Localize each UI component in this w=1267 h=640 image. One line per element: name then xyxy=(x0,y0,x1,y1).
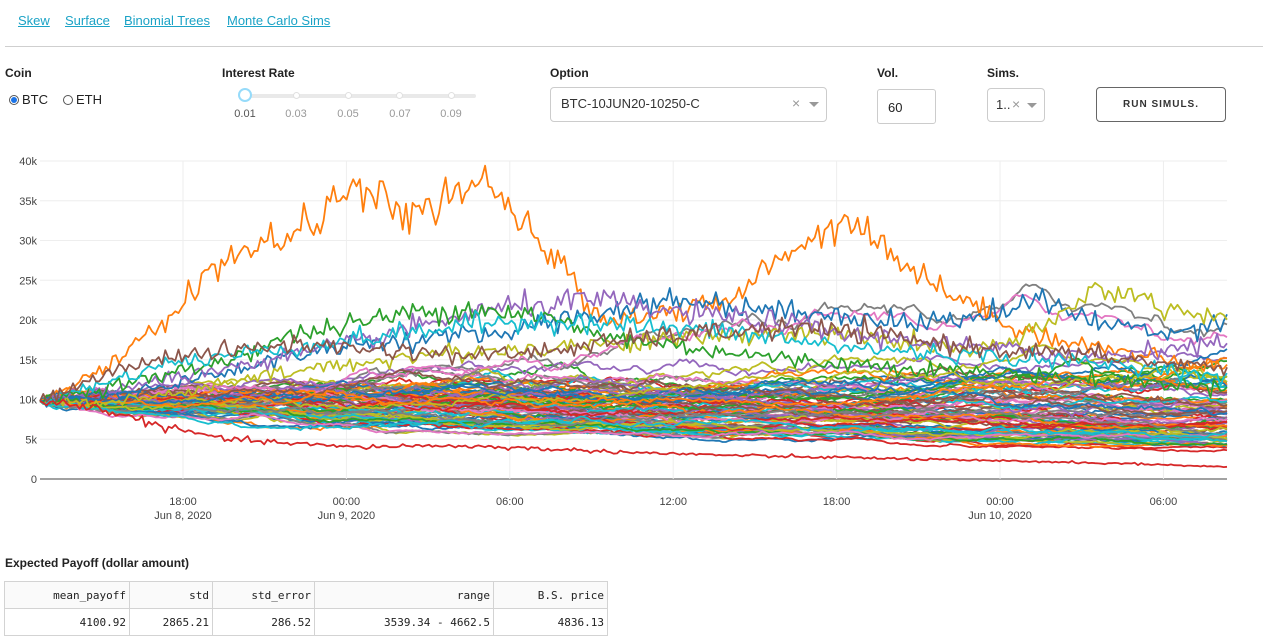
simulation-path xyxy=(39,396,1228,440)
option-select[interactable]: BTC-10JUN20-10250-C × xyxy=(550,87,827,122)
simulation-path-highlighted xyxy=(39,164,1228,404)
nav-divider xyxy=(5,46,1263,47)
vol-label: Vol. xyxy=(877,66,899,80)
payoff-table-title: Expected Payoff (dollar amount) xyxy=(5,556,190,570)
x-tick-label: 06:00 xyxy=(496,496,524,508)
slider-step-dot[interactable] xyxy=(448,92,455,99)
slider-mark[interactable]: 0.07 xyxy=(389,108,411,120)
radio-unchecked-icon[interactable] xyxy=(63,94,73,105)
x-tick-sublabel: Jun 8, 2020 xyxy=(154,510,212,522)
table-cell: 3539.34 - 4662.5 xyxy=(314,608,494,636)
simulation-path xyxy=(39,400,1228,439)
option-label: Option xyxy=(550,66,589,80)
x-tick-sublabel: Jun 9, 2020 xyxy=(318,510,376,522)
table-cell: 2865.21 xyxy=(129,608,213,636)
clear-icon[interactable]: × xyxy=(792,95,801,111)
table-cell: 286.52 xyxy=(212,608,315,636)
coin-radio-btc[interactable]: BTC xyxy=(9,92,48,107)
sims-select-value: 1.. xyxy=(996,97,1011,112)
radio-checked-icon[interactable] xyxy=(9,94,19,105)
x-tick-label: 06:00 xyxy=(1150,496,1178,508)
slider-mark[interactable]: 0.05 xyxy=(337,108,359,120)
coin-label: Coin xyxy=(5,66,32,80)
chevron-down-icon[interactable] xyxy=(1027,103,1037,108)
simulation-path xyxy=(39,399,1228,442)
y-tick-label: 30k xyxy=(19,236,37,248)
vol-input[interactable]: 60 xyxy=(877,89,936,124)
slider-mark[interactable]: 0.09 xyxy=(440,108,462,120)
interest-rate-slider-rail[interactable] xyxy=(245,94,476,98)
table-header-row: mean_payoff std std_error range B.S. pri… xyxy=(4,581,608,609)
column-header: B.S. price xyxy=(493,581,608,609)
column-header: mean_payoff xyxy=(4,581,130,609)
top-nav: Skew Surface Binomial Trees Monte Carlo … xyxy=(0,0,1267,46)
y-tick-label: 10k xyxy=(19,395,37,407)
simulation-path-highlighted xyxy=(39,288,1228,404)
x-tick-label: 18:00 xyxy=(169,496,197,508)
slider-step-dot[interactable] xyxy=(396,92,403,99)
nav-link-binomial-trees[interactable]: Binomial Trees xyxy=(124,13,210,28)
table-cell: 4836.13 xyxy=(493,608,608,636)
simulation-path-highlighted xyxy=(39,398,1228,468)
column-header: range xyxy=(314,581,494,609)
slider-mark[interactable]: 0.03 xyxy=(285,108,307,120)
nav-link-skew[interactable]: Skew xyxy=(18,13,50,28)
x-tick-label: 18:00 xyxy=(823,496,851,508)
simulation-path xyxy=(39,390,1228,448)
table-cell: 4100.92 xyxy=(4,608,130,636)
y-tick-label: 40k xyxy=(19,156,37,168)
run-simulations-button[interactable]: RUN SIMULS. xyxy=(1096,87,1226,122)
sims-label: Sims. xyxy=(987,66,1020,80)
simulation-path-highlighted xyxy=(39,287,1228,408)
nav-link-monte-carlo-sims[interactable]: Monte Carlo Sims xyxy=(227,13,331,28)
coin-option-label: ETH xyxy=(76,92,102,107)
simulation-path xyxy=(39,399,1228,436)
sims-select[interactable]: 1.. × xyxy=(987,88,1045,122)
clear-icon[interactable]: × xyxy=(1012,96,1021,112)
payoff-table: mean_payoff std std_error range B.S. pri… xyxy=(4,581,608,636)
column-header: std xyxy=(129,581,213,609)
y-tick-label: 15k xyxy=(19,355,37,367)
y-tick-label: 25k xyxy=(19,275,37,287)
chevron-down-icon[interactable] xyxy=(809,102,819,107)
x-tick-label: 00:00 xyxy=(333,496,361,508)
simulation-paths xyxy=(39,164,1228,468)
y-tick-label: 5k xyxy=(25,434,37,446)
simulation-path xyxy=(39,371,1228,409)
simulation-path-highlighted xyxy=(39,309,1228,405)
column-header: std_error xyxy=(212,581,315,609)
simulation-path xyxy=(39,369,1228,416)
nav-link-surface[interactable]: Surface xyxy=(65,13,110,28)
interest-rate-label: Interest Rate xyxy=(222,66,295,80)
slider-mark[interactable]: 0.01 xyxy=(234,108,256,120)
simulation-path-highlighted xyxy=(39,314,1228,403)
option-select-value: BTC-10JUN20-10250-C xyxy=(561,96,700,111)
slider-step-dot[interactable] xyxy=(345,92,352,99)
x-tick-label: 00:00 xyxy=(986,496,1014,508)
y-tick-label: 35k xyxy=(19,196,37,208)
monte-carlo-paths-chart[interactable]: 0 5k 10k 15k 20k 25k 30k 35k 40k 18:00 Jun 8, 2020… xyxy=(0,150,1267,530)
slider-step-dot[interactable] xyxy=(293,92,300,99)
y-tick-label: 20k xyxy=(19,315,37,327)
x-tick-sublabel: Jun 10, 2020 xyxy=(968,510,1032,522)
x-tick-label: 12:00 xyxy=(659,496,687,508)
interest-rate-slider-handle[interactable] xyxy=(238,88,252,102)
coin-radio-eth[interactable]: ETH xyxy=(63,92,102,107)
table-row: 4100.92 2865.21 286.52 3539.34 - 4662.5 … xyxy=(4,608,608,636)
coin-option-label: BTC xyxy=(22,92,48,107)
simulation-path xyxy=(39,374,1228,421)
y-tick-label: 0 xyxy=(31,474,37,486)
